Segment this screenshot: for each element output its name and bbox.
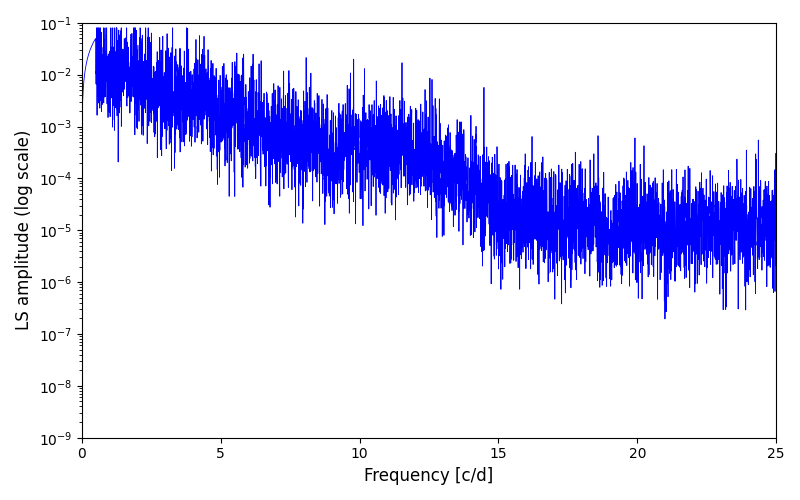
Y-axis label: LS amplitude (log scale): LS amplitude (log scale) bbox=[15, 130, 33, 330]
X-axis label: Frequency [c/d]: Frequency [c/d] bbox=[364, 467, 494, 485]
